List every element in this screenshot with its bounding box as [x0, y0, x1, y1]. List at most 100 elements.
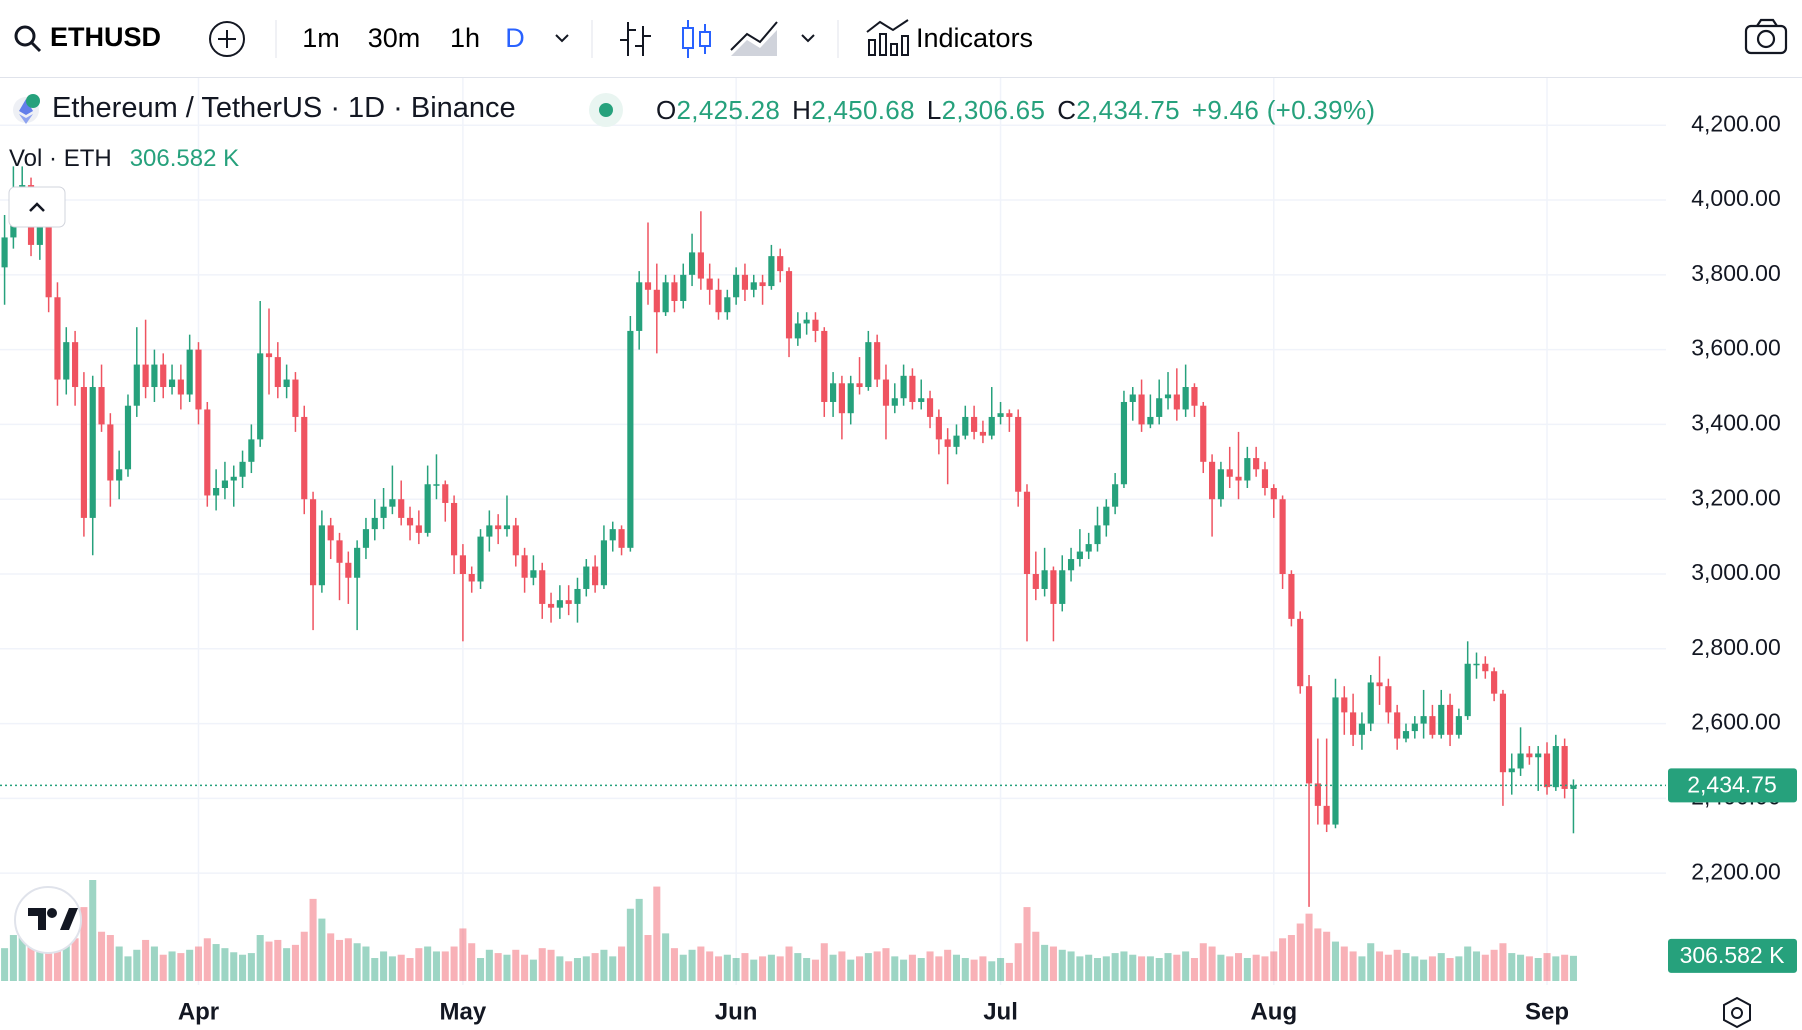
indicators-button[interactable]: Indicators	[916, 23, 1033, 53]
volume-bar	[1146, 956, 1154, 981]
candle-body	[882, 379, 890, 406]
screenshot-button[interactable]	[1744, 18, 1788, 55]
candle-body	[309, 499, 317, 586]
candle-body	[1526, 753, 1533, 758]
candle-body	[318, 525, 325, 586]
volume-bar	[441, 951, 449, 981]
interval[interactable]: 1m	[302, 23, 340, 53]
volume-bar	[767, 954, 775, 981]
candle-body	[327, 525, 334, 541]
legend-title: Ethereum / TetherUS · 1D · Binance	[52, 92, 516, 124]
candle-body	[988, 416, 995, 436]
symbol-search[interactable]: ETHUSD	[14, 22, 161, 52]
volume-bar	[36, 949, 44, 981]
candle-body	[962, 416, 969, 436]
volume-bar	[432, 951, 440, 981]
volume-bar	[1508, 953, 1516, 981]
candle-body	[133, 364, 140, 406]
volume-bar	[1446, 958, 1454, 981]
candle-body	[997, 413, 1004, 417]
ohlc-label: L	[926, 95, 942, 125]
candle-body	[1341, 697, 1348, 713]
volume-bar	[300, 931, 308, 981]
candle-body	[636, 282, 643, 331]
settings-button[interactable]	[1723, 996, 1751, 1029]
candles-style-button[interactable]	[682, 20, 711, 58]
candle-body	[1, 237, 8, 268]
volume-bar	[1120, 951, 1128, 981]
candle-body	[336, 540, 343, 563]
volume-bar	[406, 958, 414, 981]
candle-body	[1209, 461, 1216, 500]
volume-bar	[344, 938, 352, 981]
legend-ohlc: O2,425.28 H2,450.68 L2,306.65 C2,434.75 +9.4…	[656, 95, 1387, 126]
volume-bar	[1561, 954, 1569, 981]
candle-body	[433, 484, 440, 486]
tradingview-logo[interactable]	[14, 886, 82, 954]
volume-bar	[318, 918, 326, 981]
volume-bar	[1314, 928, 1322, 981]
candle-body	[195, 349, 202, 410]
candle-body	[1164, 394, 1172, 399]
candle-body	[1050, 570, 1057, 604]
style-dropdown[interactable]	[801, 34, 815, 43]
volume-bar	[186, 949, 194, 981]
volume-bar	[380, 951, 388, 981]
indicators-icon[interactable]	[866, 19, 909, 56]
candle-body	[856, 383, 863, 388]
y-tick-label: 2,600.00	[1691, 709, 1781, 735]
volume-bar	[997, 958, 1005, 981]
ohlc-value: 2,450.68	[811, 95, 915, 125]
volume-bar	[18, 931, 26, 981]
volume-bar	[776, 956, 784, 981]
volume-bar	[1270, 951, 1278, 981]
symbol[interactable]: ETHUSD	[50, 22, 161, 52]
interval-active[interactable]: D	[505, 23, 525, 53]
volume-bar	[1411, 956, 1419, 981]
candle-body	[257, 353, 264, 440]
candle-body	[530, 570, 537, 578]
volume-bar	[697, 946, 705, 981]
candle-body	[239, 461, 246, 477]
volume-bar	[397, 954, 405, 981]
volume-bar	[759, 956, 767, 981]
x-tick-label: May	[440, 998, 487, 1025]
symbol-logo	[13, 94, 40, 124]
candle-body	[1279, 499, 1286, 575]
volume-bar	[80, 907, 88, 981]
candle-body	[1297, 618, 1304, 687]
volume-bar	[609, 956, 617, 981]
volume-bar	[538, 948, 546, 981]
volume-bar	[230, 952, 238, 981]
bars-style-button[interactable]	[620, 22, 651, 56]
candle-body	[1561, 746, 1568, 789]
interval[interactable]: 1h	[450, 23, 480, 53]
interval[interactable]: 30m	[368, 23, 421, 53]
candle-body	[794, 323, 801, 339]
candle-body	[777, 256, 784, 272]
volume-bar	[247, 953, 255, 981]
compare-button[interactable]	[209, 21, 245, 57]
volume-bar	[688, 949, 696, 981]
candle-body	[389, 499, 396, 507]
volume-bar	[371, 958, 379, 981]
interval-dropdown[interactable]	[555, 34, 569, 43]
volume-bar	[679, 954, 687, 981]
volume-bar	[133, 949, 141, 981]
candle-body	[1103, 506, 1110, 526]
volume-bar	[873, 951, 881, 981]
candle-body	[971, 416, 978, 432]
volume-bar	[124, 956, 132, 981]
candle-body	[600, 540, 608, 586]
y-tick-label: 2,200.00	[1691, 858, 1781, 884]
volume-bar	[750, 959, 758, 981]
area-style-button[interactable]	[730, 21, 778, 56]
collapse-button[interactable]	[8, 186, 66, 228]
volume-bar	[485, 949, 493, 981]
candle-body	[1041, 570, 1048, 589]
volume-bar	[970, 959, 978, 981]
candle-body	[688, 252, 696, 275]
candle-body	[935, 416, 942, 440]
volume-bar	[1023, 907, 1031, 981]
volume-bar	[203, 938, 211, 981]
